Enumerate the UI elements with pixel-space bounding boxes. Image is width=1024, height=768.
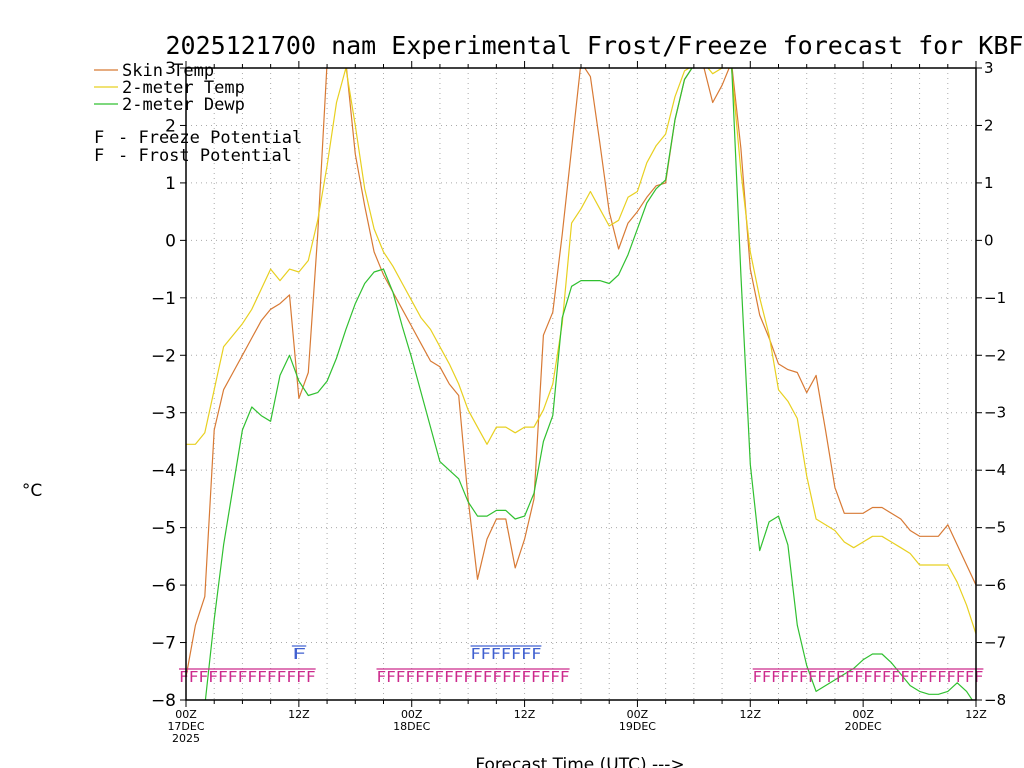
freeze-flag: FFFFFFFFFFFFFFFFFFFFFFFFF [753, 668, 984, 686]
y-tick-label-right: −6 [984, 576, 1006, 594]
legend-freeze-letter: F [94, 128, 104, 148]
y-tick-label: −2 [151, 346, 176, 366]
y-tick-label: −4 [151, 461, 176, 481]
legend-label: 2-meter Temp [122, 78, 245, 98]
x-tick-label: 12Z [965, 708, 987, 721]
legend-frost-text: - Frost Potential [118, 146, 292, 166]
y-tick-label: −5 [151, 519, 176, 539]
y-tick-label-right: −3 [984, 404, 1006, 422]
axis-ticks: −8 −8 −7 −7 −6 −6 −5 −5 −4 −4 −3 −3 −2 −2 −1 −1 0 0 1 1 2 2 3 3… [151, 59, 1006, 745]
series-line-2-meter-temp [186, 68, 976, 635]
y-tick-label: −7 [151, 634, 176, 654]
x-tick-label: 2025 [172, 732, 200, 745]
y-tick-label: −6 [151, 576, 176, 596]
y-tick-label: 3 [165, 59, 176, 79]
y-tick-label-right: 0 [984, 231, 994, 249]
grid-lines [186, 68, 976, 700]
x-tick-label: 18DEC [393, 720, 430, 733]
y-tick-label-right: 3 [984, 59, 994, 77]
legend-freeze-text: - Freeze Potential [118, 128, 302, 148]
y-tick-label: −8 [151, 691, 176, 711]
x-tick-label: 00Z [401, 708, 423, 721]
freeze-flag: FFFFFFFFFFFFFFFFFFFF [377, 668, 570, 686]
legend-label: 2-meter Dewp [122, 95, 245, 115]
legend-label: Skin Temp [122, 61, 214, 81]
series-line-skin-temp [186, 68, 976, 678]
x-tick-label: 19DEC [619, 720, 656, 733]
y-tick-label: 1 [165, 174, 176, 194]
y-axis-label: °C [22, 481, 42, 501]
legend-frost-letter: F [94, 146, 104, 166]
y-tick-label-right: −1 [984, 289, 1006, 307]
y-tick-label-right: 2 [984, 116, 994, 134]
x-tick-label: 12Z [288, 708, 310, 721]
x-tick-label: 12Z [740, 708, 762, 721]
y-tick-label-right: −7 [984, 634, 1006, 652]
y-tick-label-right: 1 [984, 174, 994, 192]
y-tick-label: −3 [151, 404, 176, 424]
x-tick-label: 17DEC [167, 720, 204, 733]
series-line-2-meter-dewp [204, 68, 973, 700]
chart-title: 2025121700 nam Experimental Frost/Freeze… [166, 31, 1024, 60]
y-tick-label-right: −2 [984, 346, 1006, 364]
y-tick-label-right: −8 [984, 691, 1006, 709]
y-tick-label: −1 [151, 289, 176, 309]
frost-flag: F [292, 645, 306, 663]
freeze-flag: FFFFFFFFFFFFFF [179, 668, 316, 686]
x-tick-label: 00Z [175, 708, 197, 721]
frost-flag: FFFFFFF [471, 645, 542, 663]
x-tick-label: 12Z [514, 708, 536, 721]
series-layer [186, 68, 976, 700]
x-tick-label: 20DEC [845, 720, 882, 733]
frost-freeze-flags: FFFFFFFFFFFFFF FFFFFFFFFFFFFFFFFFFF FFFFFF… [179, 645, 984, 686]
y-tick-label-right: −4 [984, 461, 1006, 479]
x-tick-label: 00Z [852, 708, 874, 721]
y-tick-label-right: −5 [984, 519, 1006, 537]
y-tick-label: 0 [165, 231, 176, 251]
y-tick-label: 2 [165, 116, 176, 136]
x-axis-label: Forecast Time (UTC) ---> [475, 755, 684, 768]
x-tick-label: 00Z [627, 708, 649, 721]
